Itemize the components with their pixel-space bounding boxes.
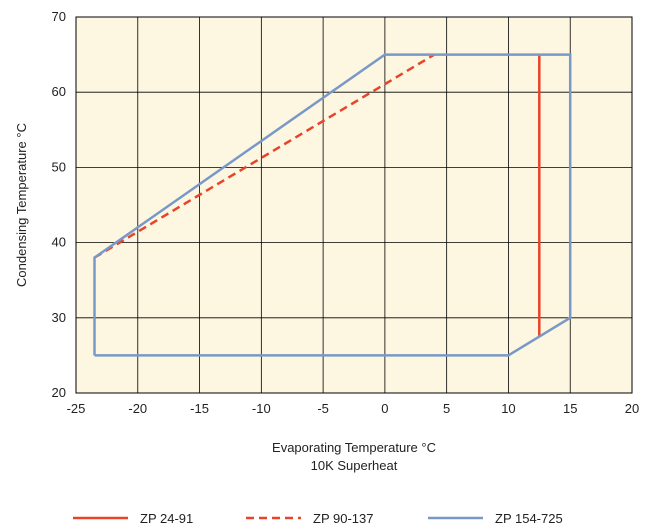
plot-background: [76, 17, 632, 393]
x-tick-label: 15: [563, 401, 577, 416]
y-tick-labels: 20 30 40 50 60 70: [52, 9, 66, 400]
y-tick-label: 50: [52, 159, 66, 174]
y-tick-label: 60: [52, 84, 66, 99]
x-tick-label: -15: [190, 401, 209, 416]
y-tick-label: 40: [52, 235, 66, 250]
x-tick-label: 5: [443, 401, 450, 416]
y-tick-label: 30: [52, 310, 66, 325]
x-tick-labels: -25 -20 -15 -10 -5 0 5 10 15 20: [67, 401, 640, 416]
plot-frame: [75, 16, 633, 394]
series-zp-154-725-line: [93, 53, 572, 357]
x-axis-label-line2: 10K Superheat: [311, 458, 398, 473]
y-tick-label: 20: [52, 385, 66, 400]
x-tick-label: -5: [317, 401, 329, 416]
data-series: [93, 53, 572, 357]
x-tick-label: -25: [67, 401, 86, 416]
x-tick-label: 20: [625, 401, 639, 416]
legend-label-zp-90-137: ZP 90-137: [313, 511, 373, 526]
x-tick-label: -10: [252, 401, 271, 416]
series-zp-90-137-line: [93, 53, 435, 259]
x-tick-label: 10: [501, 401, 515, 416]
x-axis-label: Evaporating Temperature °C: [272, 440, 436, 455]
legend: ZP 24-91 ZP 90-137 ZP 154-725: [73, 511, 563, 526]
legend-label-zp-24-91: ZP 24-91: [140, 511, 193, 526]
y-tick-label: 70: [52, 9, 66, 24]
x-tick-label: 0: [381, 401, 388, 416]
legend-label-zp-154-725: ZP 154-725: [495, 511, 563, 526]
x-tick-label: -20: [128, 401, 147, 416]
y-axis-label: Condensing Temperature °C: [14, 123, 29, 287]
